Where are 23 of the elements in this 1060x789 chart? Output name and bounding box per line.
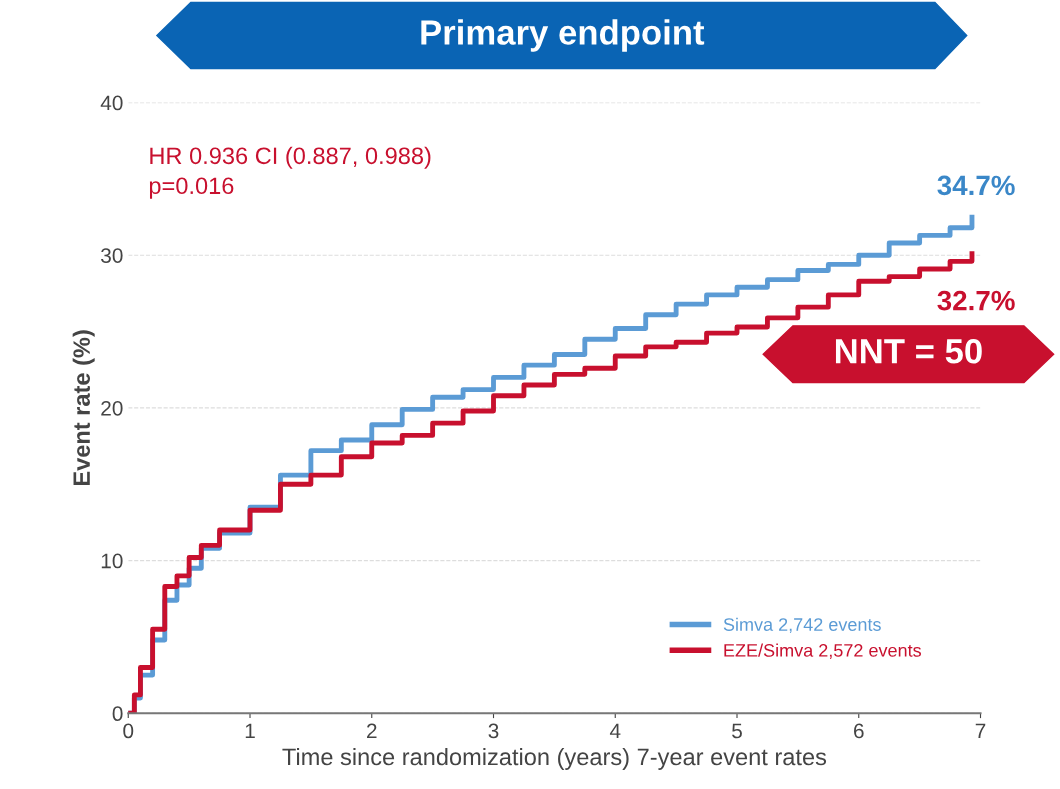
y-tick-label: 0 (112, 706, 123, 722)
annotation: 32.7% (937, 290, 1015, 311)
x-tick-label: 4 (609, 723, 621, 739)
legend-label: EZE/Simva 2,572 events (724, 643, 921, 659)
y-tick-label: 10 (101, 553, 123, 569)
x-tick-label: 0 (123, 723, 134, 739)
annotation: p=0.016 (149, 177, 234, 199)
x-tick-label: 2 (367, 723, 377, 739)
x-axis-title: Time since randomization (years) 7-year event rates (282, 747, 827, 770)
y-tick-label: 20 (101, 400, 123, 416)
y-tick-label: 30 (101, 248, 123, 263)
y-axis-title: Event rate (%) (72, 330, 95, 486)
annotation: NNT = 50 (835, 338, 982, 364)
legend-label: Simva 2,742 events (723, 617, 881, 634)
x-tick-label: 6 (854, 723, 864, 739)
annotation: HR 0.936 CI (0.887, 0.988) (150, 146, 431, 169)
x-tick-label: 7 (975, 723, 986, 739)
annotation: 34.7% (937, 175, 1015, 196)
x-tick-label: 3 (488, 723, 499, 739)
x-tick-label: 1 (245, 723, 255, 739)
x-tick-label: 5 (732, 723, 742, 739)
y-tick-label: 40 (100, 95, 123, 111)
chart-title: Primary endpoint (421, 19, 705, 52)
